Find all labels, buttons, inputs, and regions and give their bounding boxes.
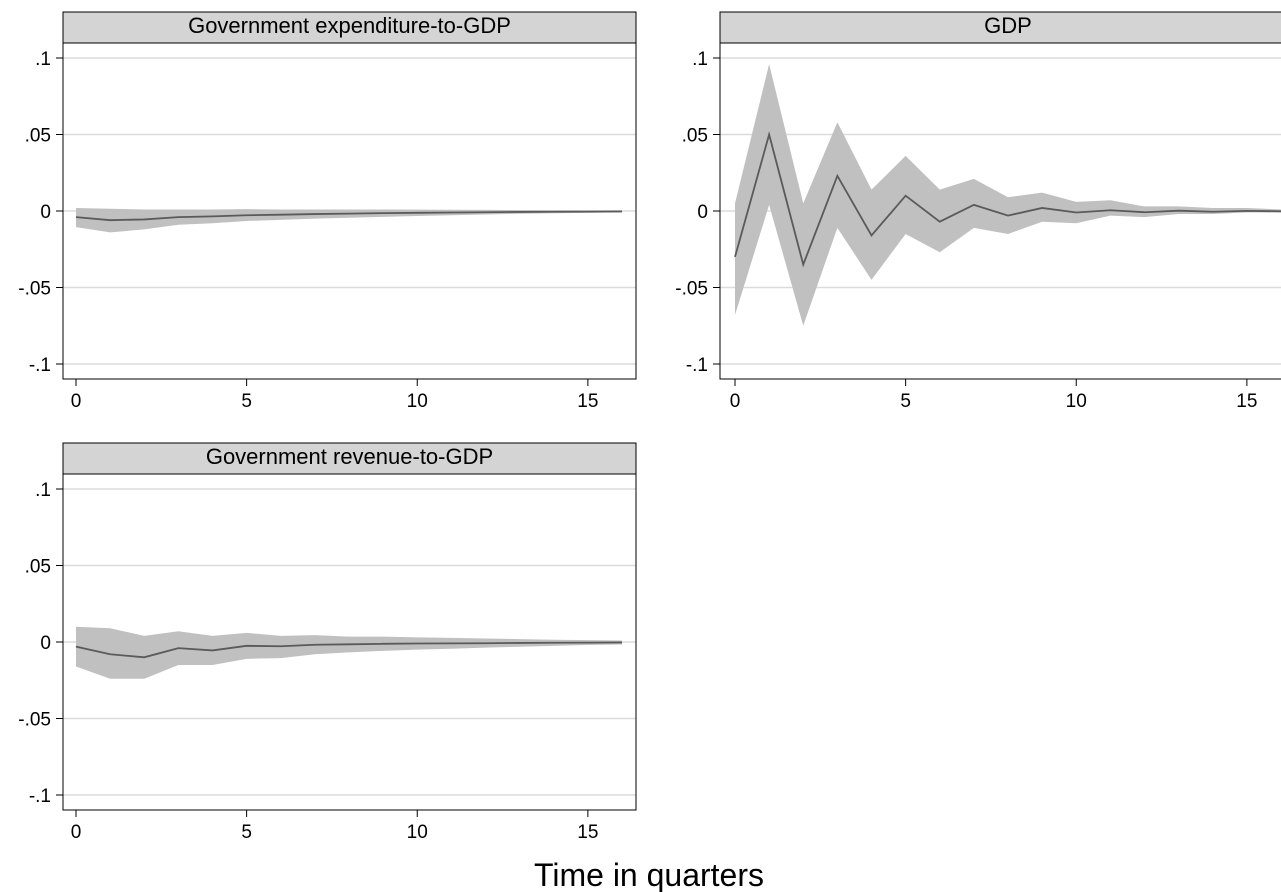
x-tick-label: 15 (577, 822, 598, 843)
panel-title: Government expenditure-to-GDP (188, 13, 511, 38)
y-tick-label: -.05 (675, 279, 708, 300)
x-tick-label: 15 (1236, 391, 1257, 412)
x-axis-title: Time in quarters (534, 857, 764, 892)
y-tick-label: 0 (40, 633, 51, 654)
y-tick-label: -.1 (29, 355, 51, 376)
impulse-response-line (75, 641, 623, 659)
x-tick-label: 5 (900, 391, 911, 412)
panel-title: GDP (984, 13, 1032, 38)
panel-government-expenditure: Government expenditure-to-GDP .1 .05 0 -.05… (18, 11, 637, 412)
panel-header (719, 11, 1281, 44)
x-tick-label: 0 (730, 391, 741, 412)
y-tick-label: .05 (682, 126, 708, 147)
x-tick-label: 10 (1066, 391, 1087, 412)
confidence-band (76, 207, 622, 233)
y-tick-label: .05 (25, 557, 51, 578)
y-tick-label: .1 (35, 49, 51, 70)
y-tick-label: 0 (40, 202, 51, 223)
panel-gdp: GDP .1 .05 0 -.05 -.1 0 5 10 15 (675, 11, 1281, 412)
panel-header (62, 442, 637, 475)
x-tick-label: 15 (577, 391, 598, 412)
y-tick-label: -.05 (18, 710, 51, 731)
x-tick-label: 10 (407, 822, 428, 843)
y-tick-label: -.1 (29, 786, 51, 807)
impulse-response-line (75, 210, 623, 222)
confidence-band (76, 626, 622, 679)
panel-header (62, 11, 637, 44)
y-tick-label: -.1 (686, 355, 708, 376)
y-tick-label: .1 (692, 49, 708, 70)
y-tick-label: 0 (697, 202, 708, 223)
y-tick-label: -.05 (18, 279, 51, 300)
x-tick-label: 0 (71, 391, 82, 412)
impulse-response-line (734, 131, 1281, 268)
confidence-band (735, 64, 1281, 326)
x-tick-label: 10 (407, 391, 428, 412)
x-tick-label: 0 (71, 822, 82, 843)
x-tick-label: 5 (241, 822, 252, 843)
y-tick-label: .05 (25, 126, 51, 147)
panel-title: Government revenue-to-GDP (206, 444, 493, 469)
x-tick-label: 5 (241, 391, 252, 412)
panel-government-revenue: Government revenue-to-GDP .1 .05 0 -.05 -.1 0… (18, 442, 637, 843)
y-tick-label: .1 (35, 480, 51, 501)
